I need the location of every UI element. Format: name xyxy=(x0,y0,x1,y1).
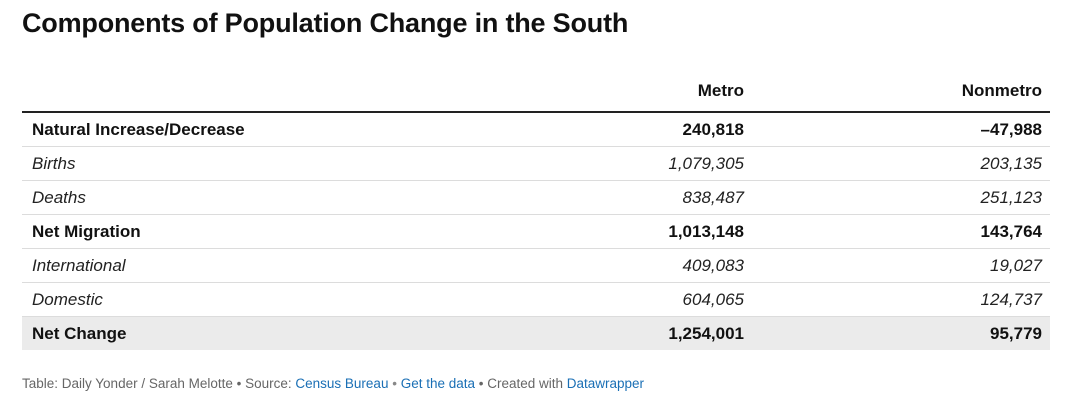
metro-value: 1,254,001 xyxy=(542,316,752,350)
row-label: Deaths xyxy=(22,180,542,215)
column-header-nonmetro: Nonmetro xyxy=(752,70,1050,113)
metro-value: 838,487 xyxy=(542,180,752,215)
nonmetro-value: 19,027 xyxy=(752,248,1050,283)
nonmetro-value: 95,779 xyxy=(752,316,1050,350)
table-body: Natural Increase/Decrease 240,818 –47,988 B… xyxy=(22,112,1050,350)
table-row: Net Migration 1,013,148 143,764 xyxy=(22,214,1050,249)
datawrapper-link[interactable]: Datawrapper xyxy=(566,376,645,391)
footer-credits: Table: Daily Yonder / Sarah Melotte • So… xyxy=(22,376,644,391)
nonmetro-value: –47,988 xyxy=(752,112,1050,147)
metro-value: 1,079,305 xyxy=(542,146,752,181)
metro-value: 1,013,148 xyxy=(542,214,752,249)
row-label: Births xyxy=(22,146,542,181)
footer-separator: • xyxy=(388,376,401,391)
nonmetro-value: 143,764 xyxy=(752,214,1050,249)
metro-value: 604,065 xyxy=(542,282,752,317)
footer-prefix: Table: Daily Yonder / Sarah Melotte • So… xyxy=(22,376,296,391)
row-label: Domestic xyxy=(22,282,542,317)
page-title: Components of Population Change in the S… xyxy=(22,8,629,38)
row-label: International xyxy=(22,248,542,283)
nonmetro-value: 251,123 xyxy=(752,180,1050,215)
row-label: Net Change xyxy=(22,316,542,350)
metro-value: 409,083 xyxy=(542,248,752,283)
footer-created-with: • Created with xyxy=(475,376,567,391)
table-header-row: Metro Nonmetro xyxy=(22,70,1050,113)
nonmetro-value: 124,737 xyxy=(752,282,1050,317)
column-header-label xyxy=(22,70,542,113)
table-row: Deaths 838,487 251,123 xyxy=(22,180,1050,215)
get-the-data-link[interactable]: Get the data xyxy=(400,376,475,391)
table-row: International 409,083 19,027 xyxy=(22,248,1050,283)
census-bureau-link[interactable]: Census Bureau xyxy=(295,376,389,391)
table-row: Net Change 1,254,001 95,779 xyxy=(22,316,1050,350)
metro-value: 240,818 xyxy=(542,112,752,147)
row-label: Net Migration xyxy=(22,214,542,249)
nonmetro-value: 203,135 xyxy=(752,146,1050,181)
population-change-table: Metro Nonmetro Natural Increase/Decrease… xyxy=(22,70,1050,350)
table-row: Domestic 604,065 124,737 xyxy=(22,282,1050,317)
table-row: Births 1,079,305 203,135 xyxy=(22,146,1050,181)
table-row: Natural Increase/Decrease 240,818 –47,988 xyxy=(22,112,1050,147)
column-header-metro: Metro xyxy=(542,70,752,113)
row-label: Natural Increase/Decrease xyxy=(22,112,542,147)
